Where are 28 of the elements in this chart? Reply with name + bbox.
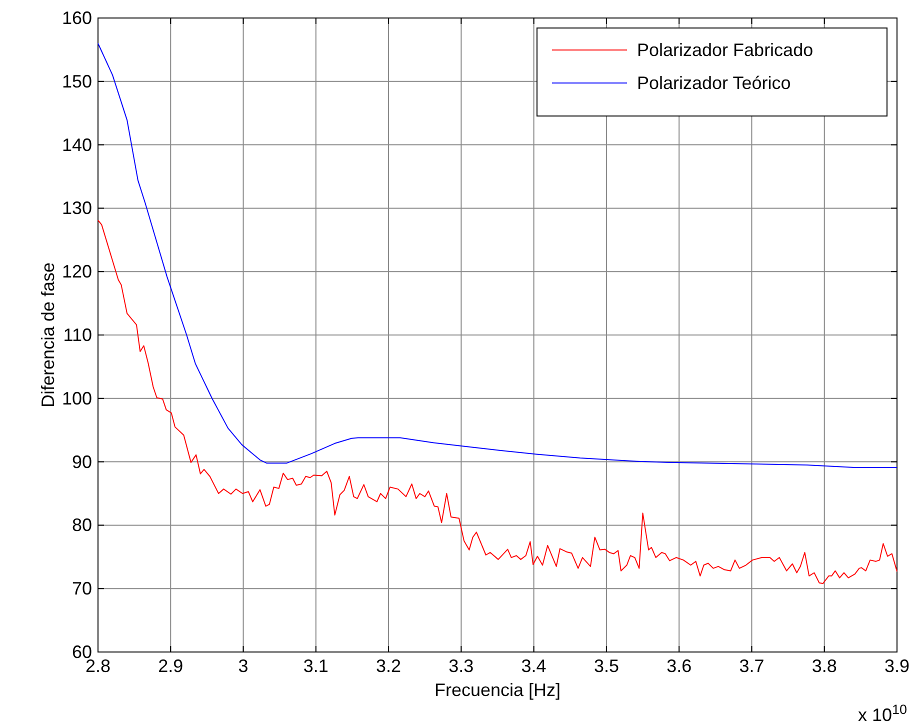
y-tick-label: 160 (62, 8, 92, 28)
x-tick-label: 3.6 (666, 656, 692, 676)
legend-label: Polarizador Fabricado (637, 40, 814, 60)
y-axis-title: Diferencia de fase (38, 262, 58, 408)
y-tick-label: 150 (62, 71, 92, 92)
y-tick-label: 100 (62, 388, 92, 408)
x-axis-title: Frecuencia [Hz] (434, 680, 561, 700)
x-tick-label: 3.2 (376, 656, 402, 676)
y-tick-label: 110 (63, 325, 92, 345)
x-tick-label: 3.8 (812, 656, 837, 676)
y-tick-label: 130 (62, 198, 92, 218)
line-series (98, 220, 898, 584)
y-tick-label: 80 (72, 515, 92, 536)
x-tick-label: 3.3 (448, 656, 474, 676)
x-tick-label: 3.7 (739, 656, 764, 676)
x-tick-label: 3.9 (884, 656, 910, 676)
legend-label: Polarizador Teórico (637, 73, 791, 93)
x-tick-label: 2.9 (158, 656, 184, 676)
x-tick-label: 3 (238, 656, 248, 676)
x-tick-label: 3.4 (521, 656, 546, 676)
y-tick-label: 70 (72, 578, 92, 599)
y-tick-label: 120 (62, 262, 92, 282)
text: x 10$^{10}$ (858, 702, 907, 725)
y-tick-label: 90 (72, 452, 92, 472)
line-series (98, 42, 898, 468)
y-tick-label: 140 (62, 134, 92, 155)
x-tick-label: 3.1 (303, 656, 328, 676)
x-tick-label: 3.5 (594, 656, 619, 676)
